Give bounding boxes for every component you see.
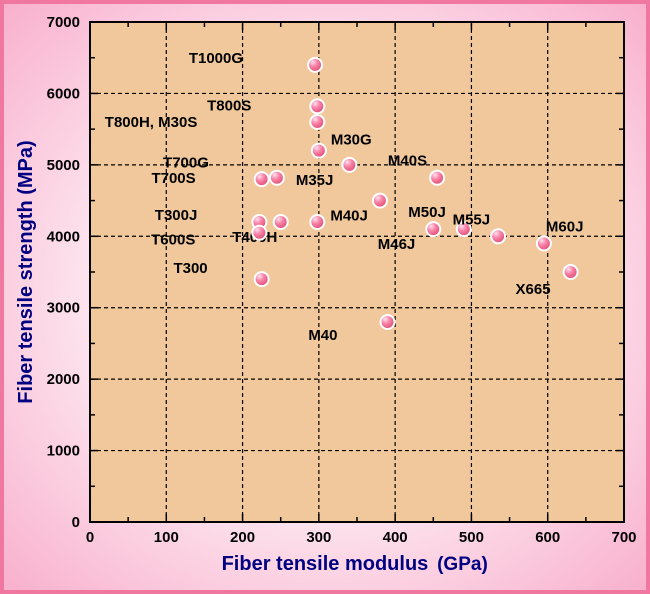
- point-label: T600S: [151, 232, 195, 249]
- x-axis-unit: (GPa): [437, 554, 488, 575]
- data-point: [310, 99, 324, 113]
- x-axis-label: Fiber tensile modulus: [222, 553, 429, 575]
- y-tick-label: 0: [72, 514, 80, 531]
- x-tick-label: 300: [306, 529, 331, 546]
- x-tick-label: 500: [459, 529, 484, 546]
- y-tick-label: 5000: [47, 157, 80, 174]
- x-tick-label: 400: [383, 529, 408, 546]
- point-label: T800S: [207, 97, 251, 114]
- data-point: [255, 272, 269, 286]
- point-label: T1000G: [189, 50, 243, 67]
- data-point: [426, 222, 440, 236]
- data-point: [310, 115, 324, 129]
- data-point: [252, 226, 266, 240]
- y-tick-label: 3000: [47, 300, 80, 317]
- y-tick-label: 2000: [47, 371, 80, 388]
- data-point: [270, 171, 284, 185]
- point-label: T300J: [155, 207, 198, 224]
- scatter-chart: 0100200300400500600700010002000300040005…: [0, 0, 650, 594]
- y-tick-label: 4000: [47, 228, 80, 245]
- data-point: [274, 215, 288, 229]
- point-label: M50J: [408, 204, 446, 221]
- y-tick-label: 6000: [47, 85, 80, 102]
- x-tick-label: 0: [86, 529, 94, 546]
- data-point: [308, 58, 322, 72]
- point-label: T700S: [151, 170, 195, 187]
- data-point: [342, 158, 356, 172]
- point-label: M35J: [296, 172, 334, 189]
- point-label: M40J: [330, 208, 368, 225]
- chart-frame: 0100200300400500600700010002000300040005…: [0, 0, 650, 594]
- point-label: T300: [173, 260, 207, 277]
- point-label: M60J: [546, 218, 584, 235]
- x-tick-label: 700: [611, 529, 636, 546]
- data-point: [310, 215, 324, 229]
- point-label: M46J: [378, 236, 416, 253]
- point-label: M40: [308, 327, 337, 344]
- point-label: T800H, M30S: [105, 114, 198, 131]
- point-label: M30G: [331, 132, 372, 149]
- data-point: [255, 172, 269, 186]
- data-point: [373, 194, 387, 208]
- point-label: M40S: [388, 153, 427, 170]
- y-tick-label: 1000: [47, 443, 80, 460]
- data-point: [430, 171, 444, 185]
- data-point: [381, 315, 395, 329]
- data-point: [564, 265, 578, 279]
- x-tick-label: 100: [154, 529, 179, 546]
- x-tick-label: 600: [535, 529, 560, 546]
- plot-area: [90, 22, 624, 522]
- y-axis-label: Fiber tensile strength (MPa): [15, 140, 37, 403]
- point-label: X665: [516, 281, 551, 298]
- point-label: M55J: [453, 211, 491, 228]
- plot-background: [90, 22, 624, 522]
- x-tick-label: 200: [230, 529, 255, 546]
- data-point: [537, 236, 551, 250]
- data-point: [491, 229, 505, 243]
- y-tick-label: 7000: [47, 14, 80, 31]
- data-point: [312, 144, 326, 158]
